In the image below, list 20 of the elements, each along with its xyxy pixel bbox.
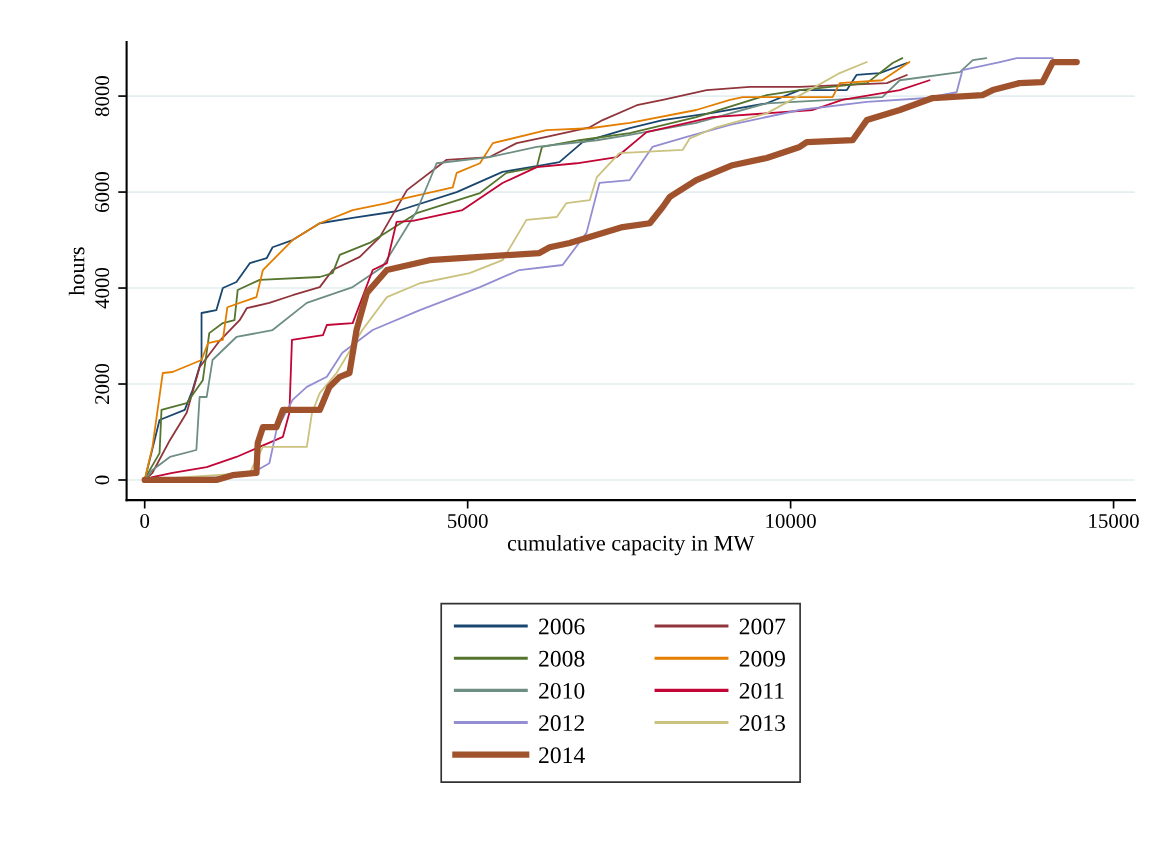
y-tick-label: 0 — [95, 475, 110, 485]
x-tick-label: 5000 — [448, 513, 488, 528]
legend-label: 2009 — [739, 650, 785, 667]
y-tick-label: 6000 — [95, 172, 110, 212]
legend-label: 2012 — [539, 715, 584, 732]
legend-label: 2007 — [739, 618, 786, 635]
legend-label: 2006 — [539, 618, 585, 635]
y-tick-label: 8000 — [95, 76, 110, 117]
x-tick-label: 10000 — [766, 513, 816, 528]
y-axis-title: hours — [68, 247, 85, 296]
legend-label: 2010 — [539, 682, 585, 699]
legend-label: 2014 — [539, 747, 585, 764]
legend-label: 2013 — [739, 715, 786, 732]
y-tick-label: 2000 — [95, 363, 110, 404]
legend-label: 2011 — [739, 682, 784, 699]
y-tick-label: 4000 — [95, 268, 110, 309]
legend-label: 2008 — [539, 650, 585, 667]
x-axis-title: cumulative capacity in MW — [507, 535, 755, 556]
x-tick-label: 15000 — [1089, 513, 1139, 528]
x-tick-label: 0 — [140, 513, 150, 528]
